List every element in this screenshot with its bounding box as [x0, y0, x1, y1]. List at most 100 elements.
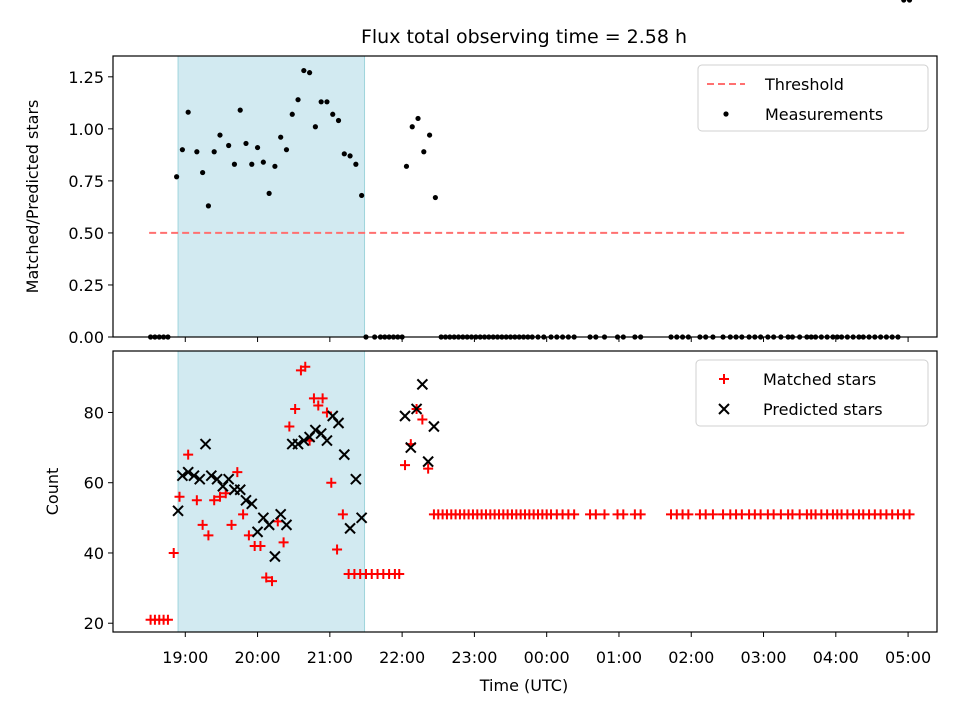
matched-star-point	[174, 491, 185, 502]
matched-star-point	[308, 393, 319, 404]
legend: Threshold Measurements	[697, 64, 929, 132]
matched-star-point	[168, 547, 179, 558]
measurement-point	[200, 169, 206, 176]
predicted-star-point	[172, 505, 184, 517]
matched-star-point	[400, 460, 411, 471]
y-tick-label: 80	[84, 403, 104, 422]
matched-star-point	[214, 491, 225, 502]
predicted-star-point	[199, 438, 212, 450]
matched-star-point	[238, 509, 249, 520]
predicted-star-point	[205, 469, 218, 482]
predicted-star-point	[399, 410, 411, 422]
x-tick-label: 03:00	[740, 648, 786, 667]
chart-title: Flux total observing time = 2.58 h	[361, 26, 687, 48]
y-tick-label: 20	[84, 614, 104, 633]
x-axis-ticks: 19:00 20:00 21:00 22:00 23:00 00:00 01:00 02:00…	[162, 648, 931, 667]
matched-star-point	[417, 414, 428, 425]
predicted-star-point	[274, 508, 287, 521]
predicted-star-point	[182, 466, 194, 478]
matched-star-point	[313, 400, 324, 411]
measurement-point	[237, 107, 243, 113]
measurement-point	[272, 163, 278, 169]
matched-star-point	[635, 509, 646, 520]
y-axis-label: Count	[43, 468, 62, 516]
y-tick-label: 1.00	[68, 120, 104, 139]
measurement-point	[205, 203, 212, 209]
measurement-point	[174, 174, 180, 180]
highlight-span	[177, 55, 366, 338]
x-tick-label: 04:00	[813, 648, 859, 667]
matched-star-point	[590, 509, 601, 520]
measurement-point	[226, 142, 232, 149]
matched-star-point	[183, 449, 194, 460]
matched-star-point	[290, 403, 301, 414]
legend-measurement-marker	[723, 111, 729, 117]
predicted-star-point	[405, 441, 417, 454]
matched-star-point	[317, 393, 328, 404]
x-tick-label: 00:00	[524, 648, 570, 667]
matched-star-point	[278, 537, 289, 548]
measurement-point	[211, 149, 217, 155]
measurement-point	[335, 117, 342, 124]
predicted-star-point	[280, 519, 293, 531]
measurement-point	[906, 0, 913, 3]
matched-star-point	[232, 467, 243, 478]
legend-box	[695, 359, 929, 427]
plot-frame	[112, 350, 938, 633]
measurement-point	[243, 140, 249, 147]
predicted-star-point	[344, 522, 356, 535]
predicted-star-point	[246, 498, 258, 510]
predicted-star-point	[176, 469, 189, 482]
matched-star-point	[197, 519, 208, 530]
y-tick-label: 0.50	[68, 224, 104, 243]
y-tick-label: 0.00	[68, 328, 104, 347]
measurement-point	[432, 194, 438, 201]
measurement-point	[217, 132, 223, 138]
measurement-point	[421, 149, 427, 155]
predicted-star-point	[309, 424, 322, 436]
y-axis-label: Matched/Predicted stars	[23, 100, 42, 294]
matched-star-point	[337, 509, 348, 520]
predicted-star-point	[332, 417, 345, 429]
measurement-point	[341, 151, 347, 157]
predicted-star-point	[355, 512, 368, 524]
predicted-star-point	[292, 438, 304, 450]
matched-star-point	[300, 361, 311, 372]
measurement-point	[260, 159, 266, 165]
measurement-point	[347, 153, 353, 159]
matched-star-point	[203, 530, 214, 541]
predicted-star-point	[222, 473, 235, 485]
matched-star-point	[162, 614, 173, 625]
legend-label: Threshold	[764, 75, 844, 94]
y-tick-label: 40	[84, 544, 104, 563]
matched-star-point	[569, 509, 580, 520]
highlight-span	[177, 350, 366, 633]
legend-label: Matched stars	[763, 370, 876, 389]
predicted-star-point	[416, 378, 429, 391]
x-tick-label: 23:00	[451, 648, 497, 667]
measurement-point	[359, 192, 365, 199]
plot-frame	[112, 55, 938, 338]
matched-star-point	[261, 572, 272, 583]
x-tick-label: 20:00	[235, 648, 281, 667]
y-tick-label: 1.25	[68, 68, 104, 87]
predicted-star-point	[263, 519, 275, 531]
ratio-panel: 0.00 0.25 0.50 0.75 1.00 1.25 Matched/Predicte…	[23, 0, 938, 347]
matched-star-point	[599, 509, 610, 520]
matched-star-point	[394, 569, 405, 580]
measurement-point	[403, 163, 410, 169]
measurement-point	[409, 124, 415, 130]
predicted-star-point	[240, 494, 252, 506]
x-tick-label: 05:00	[885, 648, 931, 667]
predicted-star-point	[350, 473, 362, 485]
matched-star-point	[226, 519, 237, 530]
y-tick-label: 0.25	[68, 276, 104, 295]
x-tick-label: 19:00	[162, 648, 208, 667]
predicted-star-point	[338, 448, 351, 461]
matched-star-point	[255, 540, 266, 551]
matched-star-point	[284, 421, 295, 432]
predicted-star-point	[194, 473, 206, 485]
measurement-point	[295, 97, 301, 103]
measurement-point	[179, 147, 185, 153]
